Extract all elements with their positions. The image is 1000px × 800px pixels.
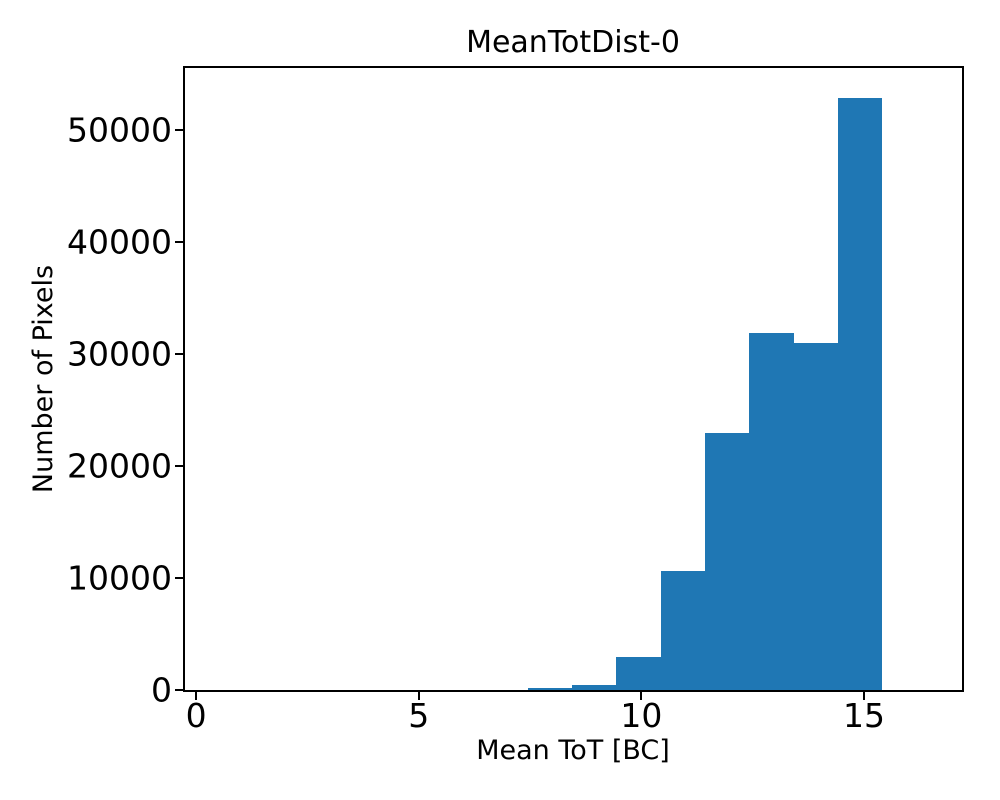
y-tick-label: 50000	[67, 110, 172, 150]
y-tick-mark	[175, 128, 183, 131]
y-tick-mark	[175, 464, 183, 467]
histogram-bar	[749, 332, 794, 690]
x-tick-mark	[863, 692, 866, 700]
x-tick-label: 0	[185, 696, 207, 735]
y-tick-mark	[175, 689, 183, 691]
y-tick-mark	[175, 576, 183, 579]
x-tick-label: 15	[843, 696, 886, 735]
histogram-bar	[616, 657, 661, 690]
y-axis-label: Number of Pixels	[28, 264, 60, 494]
histogram-bar	[705, 433, 750, 690]
y-tick-label: 20000	[67, 446, 172, 486]
histogram-bar	[528, 687, 573, 690]
x-tick-mark	[417, 692, 420, 700]
histogram-bar	[660, 570, 706, 690]
x-tick-label: 5	[408, 696, 430, 735]
y-tick-mark	[175, 240, 183, 243]
x-tick-label: 10	[620, 696, 663, 735]
histogram-bar	[793, 342, 838, 690]
histogram-bar	[572, 685, 617, 690]
chart-title: MeanTotDist-0	[466, 25, 680, 60]
y-tick-label: 30000	[67, 334, 172, 374]
y-tick-label: 40000	[67, 222, 172, 262]
x-tick-mark	[640, 692, 643, 700]
x-tick-mark	[195, 692, 198, 700]
histogram-bar	[837, 97, 882, 690]
y-tick-mark	[175, 352, 183, 355]
y-tick-label: 10000	[67, 558, 172, 598]
y-tick-label: 0	[151, 670, 172, 710]
x-axis-label: Mean ToT [BC]	[476, 735, 670, 766]
plot-area: 0 5 10 15 0 10000 20000 30000 40000 50000	[67, 66, 964, 732]
